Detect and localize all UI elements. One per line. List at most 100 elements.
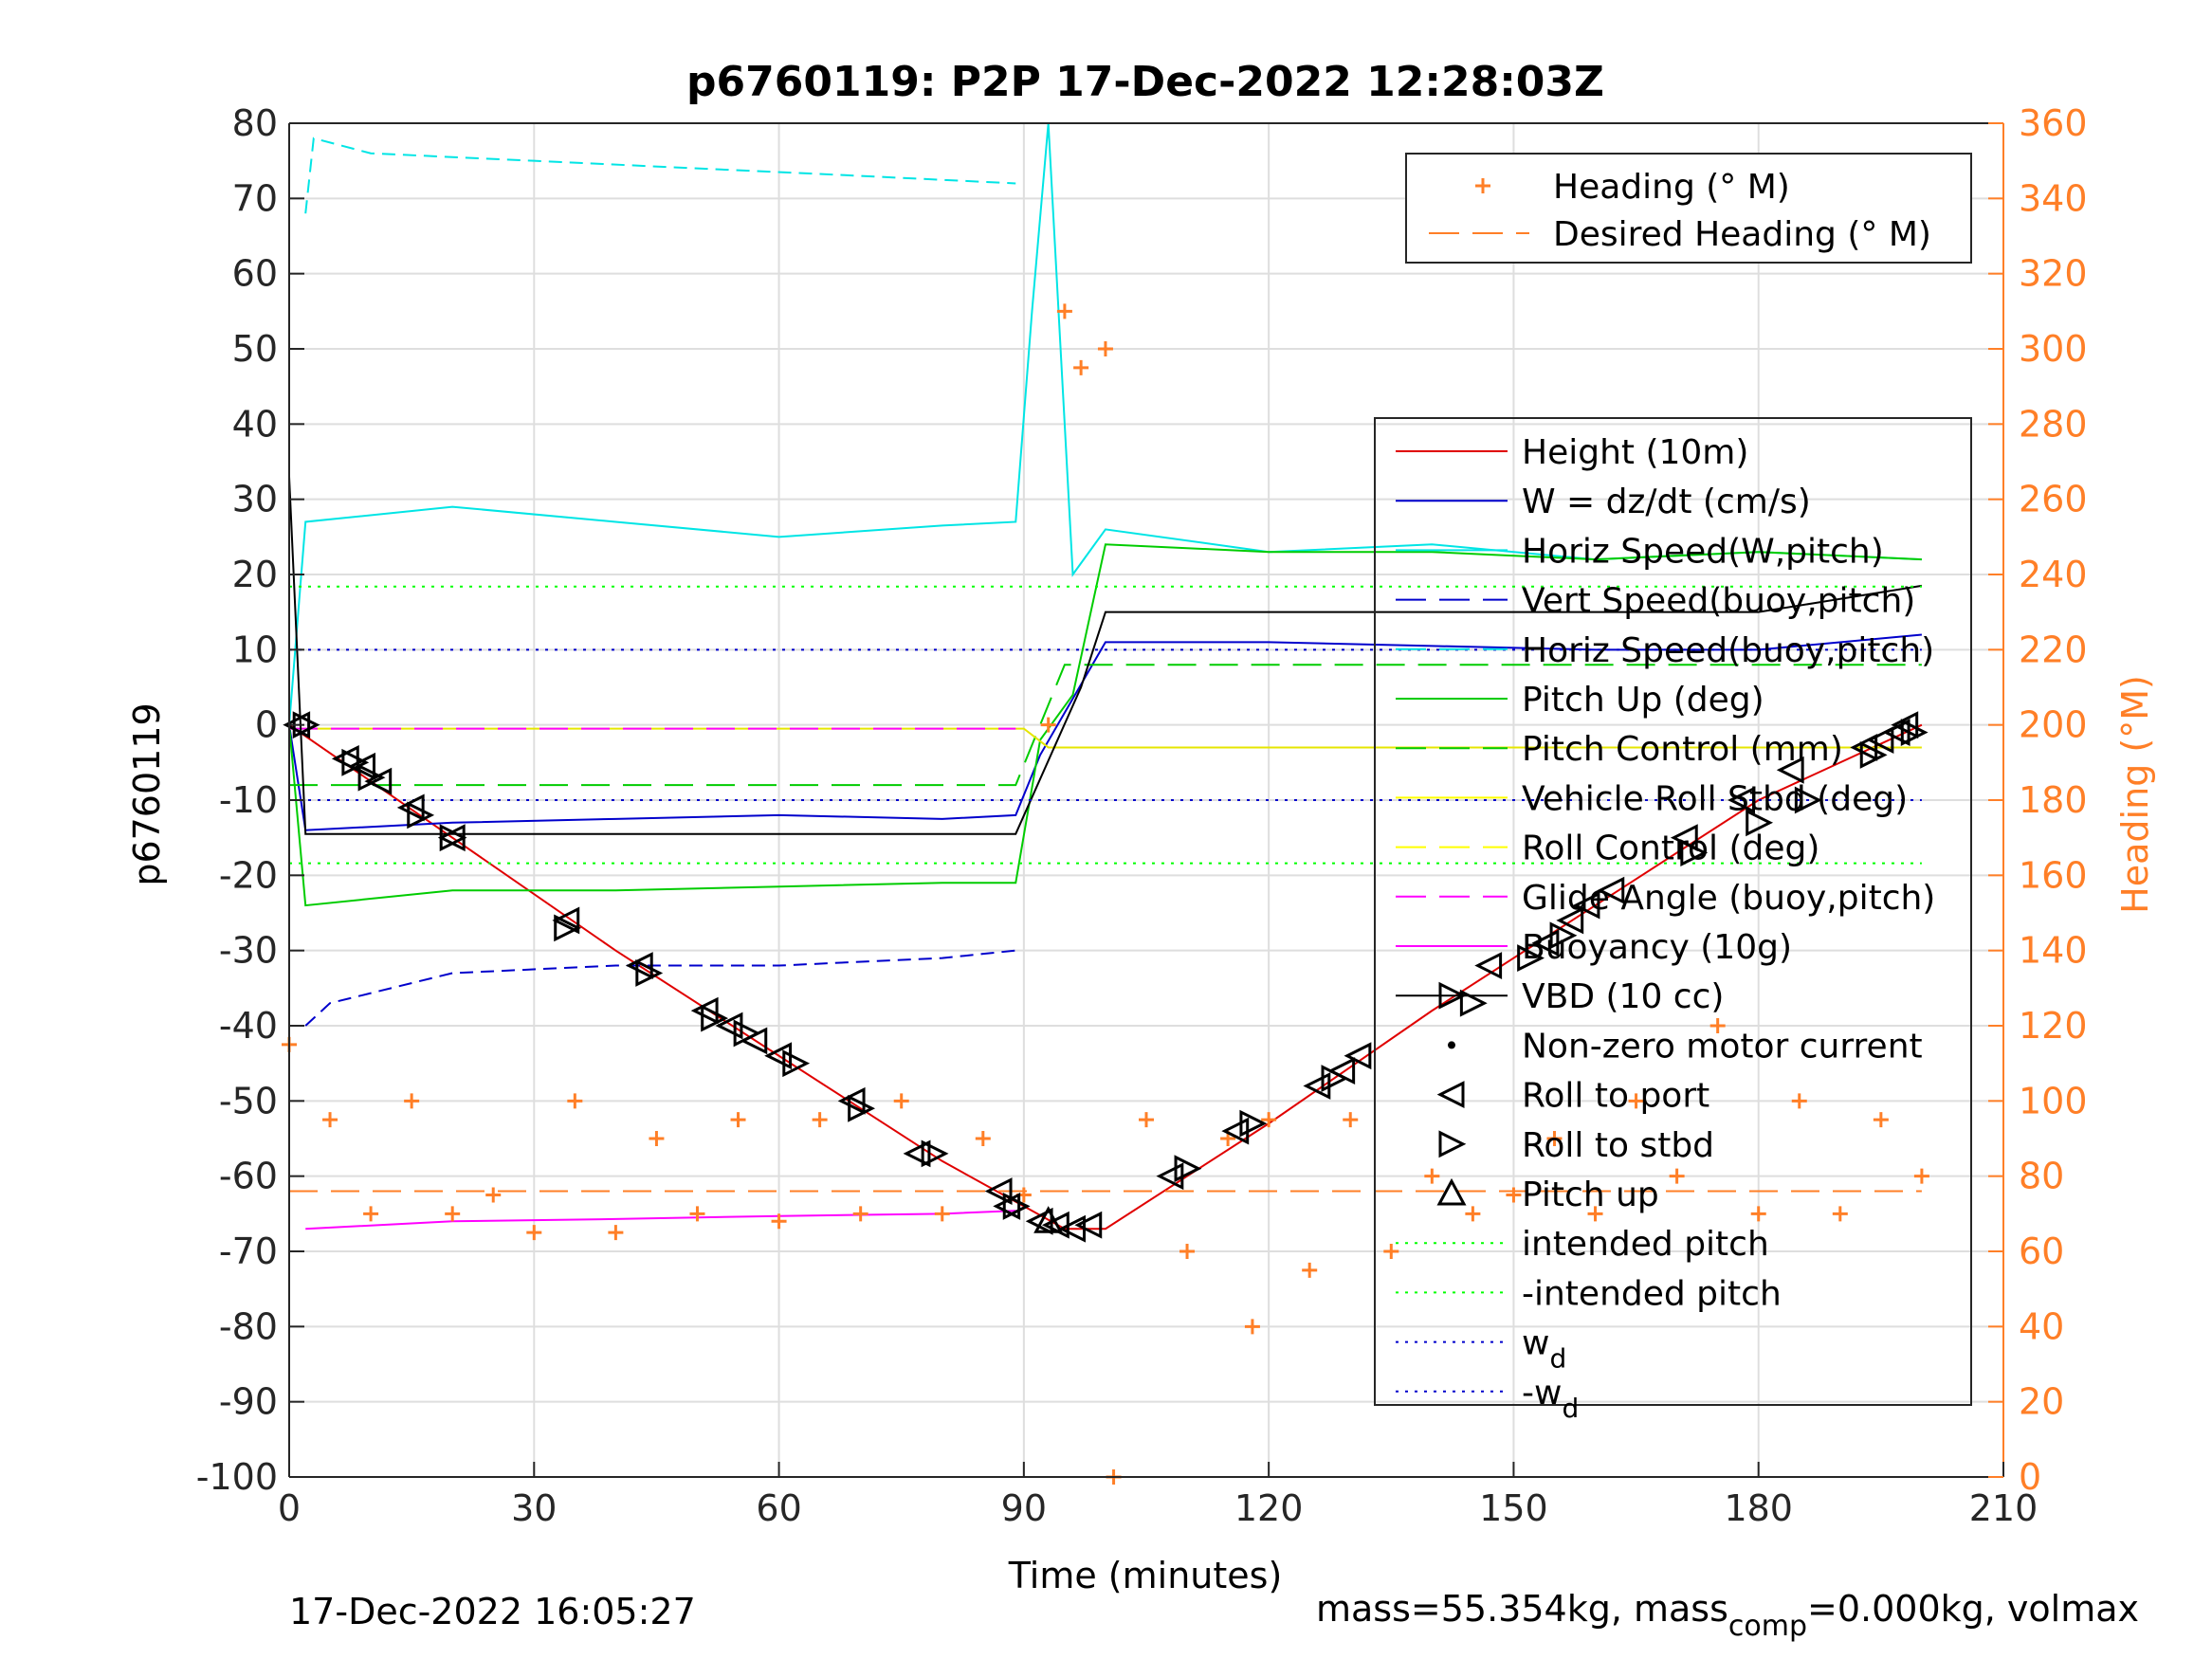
x-tick-label: 90	[1001, 1487, 1047, 1529]
heading-point	[812, 1112, 828, 1128]
roll-to-stbd-marker	[1794, 786, 1822, 814]
left-tick-label: -40	[219, 1005, 278, 1047]
roll-to-port-marker	[1850, 734, 1878, 761]
footer-mass-b: =0.000kg, volmax	[1807, 1588, 2139, 1630]
right-tick-label: 40	[2019, 1305, 2064, 1347]
legend-main-box	[1374, 417, 1972, 1406]
heading-point	[1179, 1244, 1196, 1259]
roll-to-stbd-marker	[1459, 989, 1488, 1017]
legend-label: W = dz/dt (cm/s)	[1522, 483, 1811, 521]
right-axis-label: Heading (°M)	[2114, 675, 2156, 914]
left-tick-label: -70	[219, 1231, 278, 1272]
legend-symbol	[1448, 1041, 1455, 1049]
right-tick-label: 320	[2019, 253, 2088, 295]
pitch-up-marker	[1033, 1206, 1064, 1233]
series-line	[288, 543, 1922, 907]
series-line	[288, 476, 1923, 835]
left-tick-label: -10	[219, 779, 278, 821]
right-tick-label: 300	[2019, 328, 2088, 370]
roll-to-stbd-marker	[1174, 1155, 1202, 1183]
legend-label: Roll to stbd	[1522, 1126, 1714, 1165]
legend-label: Roll to port	[1522, 1077, 1709, 1116]
left-tick-label: 20	[232, 554, 278, 595]
left-tick-label: 30	[232, 479, 278, 520]
roll-to-stbd-marker	[1746, 809, 1774, 837]
heading-point	[975, 1131, 991, 1146]
left-axis-label: p6760119	[126, 702, 168, 885]
roll-to-stbd-marker	[1002, 1192, 1031, 1220]
heading-point	[1097, 341, 1113, 356]
marker-group	[283, 711, 1929, 1243]
heading-point	[445, 1206, 461, 1222]
roll-to-port-marker	[1597, 876, 1625, 904]
right-tick-label: 280	[2019, 403, 2088, 445]
legend-label: VBD (10 cc)	[1522, 977, 1724, 1016]
heading-point	[1791, 1093, 1807, 1109]
heading-point	[1750, 1206, 1766, 1222]
legend-symbol	[1436, 1081, 1465, 1109]
roll-to-stbd-marker	[407, 801, 435, 830]
roll-to-stbd-marker	[921, 1139, 949, 1168]
heading-point	[1832, 1206, 1848, 1222]
legend-label: Non-zero motor current	[1522, 1027, 1923, 1066]
x-tick-label: 150	[1479, 1487, 1548, 1529]
left-tick-label: -90	[219, 1381, 278, 1423]
heading-point	[1546, 1131, 1563, 1146]
roll-to-stbd-marker	[1517, 944, 1545, 973]
series-line	[304, 137, 1016, 214]
legend-label-subscript: d	[1549, 1343, 1566, 1375]
legend-label: Horiz Speed(W,pitch)	[1522, 532, 1884, 571]
legend-label: Horiz Speed(buoy,pitch)	[1522, 631, 1934, 670]
roll-to-port-marker	[1891, 711, 1919, 739]
right-tick-label: 120	[2019, 1005, 2088, 1047]
heading-point	[852, 1206, 868, 1222]
heading-point	[1587, 1206, 1603, 1222]
heading-point	[649, 1131, 665, 1146]
roll-to-stbd-marker	[848, 1094, 876, 1122]
x-tick-label: 210	[1969, 1487, 2038, 1529]
x-tick-label: 30	[511, 1487, 557, 1529]
heading-point	[934, 1206, 950, 1222]
left-tick-label: -60	[219, 1156, 278, 1197]
left-tick-label: 10	[232, 629, 278, 670]
heading-point	[1913, 1168, 1929, 1184]
axes-group: 0 30 60 90 120 150 180 21080706050403020100-10-…	[196, 102, 2088, 1529]
roll-to-stbd-marker	[1321, 1065, 1349, 1092]
heading-point	[363, 1206, 379, 1222]
roll-to-stbd-marker	[341, 748, 370, 776]
roll-to-port-marker	[837, 1086, 866, 1115]
roll-to-stbd-marker	[1239, 1109, 1268, 1138]
right-tick-label: 20	[2019, 1381, 2064, 1423]
right-tick-label: 220	[2019, 629, 2088, 670]
heading-point	[404, 1093, 420, 1109]
x-tick-label: 180	[1724, 1487, 1793, 1529]
legend-label: Pitch Up (deg)	[1522, 681, 1764, 720]
heading-point	[1073, 359, 1089, 375]
legend-label: Pitch Control (mm)	[1522, 730, 1843, 769]
right-tick-label: 100	[2019, 1080, 2088, 1121]
right-tick-label: 240	[2019, 554, 2088, 595]
left-tick-label: -100	[196, 1456, 278, 1498]
roll-to-port-marker	[1866, 726, 1894, 754]
footer-mass-sub: comp	[1728, 1610, 1807, 1643]
roll-to-port-marker	[625, 952, 653, 979]
roll-to-port-marker	[1074, 1211, 1103, 1239]
left-tick-label: -20	[219, 854, 278, 896]
left-tick-label: 80	[232, 102, 278, 144]
legend-label: Buoyancy (10g)	[1522, 928, 1792, 967]
series-line	[304, 949, 1016, 1027]
roll-to-stbd-marker	[439, 824, 467, 852]
footer-mass-a: mass=55.354kg, mass	[1316, 1588, 1728, 1630]
chart-title: p6760119: P2P 17-Dec-2022 12:28:03Z	[686, 58, 1604, 106]
roll-to-stbd-marker	[1859, 740, 1888, 769]
left-tick-label: -30	[219, 930, 278, 972]
right-tick-label: 180	[2019, 779, 2088, 821]
legend-label: Pitch up	[1522, 1176, 1659, 1214]
roll-to-port-marker	[903, 1139, 931, 1168]
legend-symbol-marker	[1438, 981, 1467, 1010]
roll-to-port-marker	[984, 1177, 1013, 1205]
right-tick-label: 360	[2019, 102, 2088, 144]
legend-main: Height (10m) W = dz/dt (cm/s) Horiz Speed(…	[1374, 417, 1972, 1424]
